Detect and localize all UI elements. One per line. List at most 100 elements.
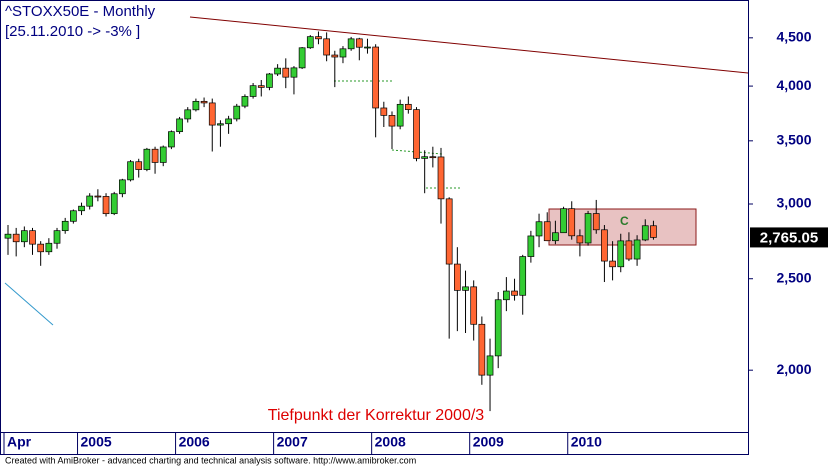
candle-body xyxy=(306,36,314,49)
candle-body xyxy=(298,47,306,69)
candle-body xyxy=(102,196,110,215)
y-tick-label: 3,500 xyxy=(776,132,811,148)
candle-body xyxy=(29,230,36,245)
y-tick-label: 4,500 xyxy=(776,29,811,45)
x-axis-band xyxy=(0,432,749,455)
candle-body xyxy=(560,208,567,234)
candle-body xyxy=(159,146,167,163)
candle-body xyxy=(12,233,20,243)
x-tick-label: Apr xyxy=(7,434,32,450)
candle-body xyxy=(274,67,281,75)
footer: Created with AmiBroker - advanced charti… xyxy=(5,455,416,465)
candle-body xyxy=(208,102,216,126)
annotation: Tiefpunkt der Korrektur 2000/3 xyxy=(268,407,485,424)
candle-body xyxy=(617,240,625,268)
candle-body xyxy=(143,148,151,170)
candle-body xyxy=(86,195,94,207)
candle-body xyxy=(552,232,559,242)
candle-body xyxy=(176,118,183,133)
x-tick-label: 2006 xyxy=(179,434,210,450)
candle-body xyxy=(633,239,641,260)
candle-body xyxy=(494,299,502,357)
candle-body xyxy=(78,205,85,212)
candle-body xyxy=(576,235,584,244)
candle-body xyxy=(53,230,61,244)
candle-body xyxy=(437,156,445,200)
candle-body xyxy=(135,161,143,170)
x-tick-label: 2010 xyxy=(571,434,602,450)
current-price-box xyxy=(750,227,828,248)
candle-body xyxy=(45,242,53,253)
candle-body xyxy=(503,290,510,301)
chart-subtitle: [25.11.2010 -> -3% ] xyxy=(5,23,140,40)
candle-body xyxy=(601,229,608,262)
candle-body xyxy=(380,107,388,116)
candle-body xyxy=(4,233,12,239)
y-tick-label: 3,000 xyxy=(776,195,811,211)
candle-body xyxy=(61,220,69,232)
candle-body xyxy=(543,221,551,242)
candle-body xyxy=(315,36,322,40)
candle-body xyxy=(37,243,45,253)
candle-body xyxy=(527,235,535,257)
candle-body xyxy=(388,115,396,127)
candle-body xyxy=(168,131,175,148)
candle-body xyxy=(200,100,208,104)
x-tick-label: 2007 xyxy=(277,434,308,450)
candle-body xyxy=(641,225,649,241)
candle-body xyxy=(266,73,273,88)
candle-body xyxy=(192,100,200,111)
box-label: C xyxy=(620,214,629,228)
candle-body xyxy=(282,67,290,78)
candle-body xyxy=(625,240,633,260)
candle-body xyxy=(323,38,330,56)
y-tick-label: 4,000 xyxy=(776,77,811,93)
candle-body xyxy=(110,193,118,215)
candle-body xyxy=(511,290,518,296)
candle-body xyxy=(584,213,592,244)
candle-body xyxy=(429,156,437,159)
candle-body xyxy=(347,38,355,50)
x-tick-label: 2009 xyxy=(473,434,504,450)
candle-body xyxy=(355,38,363,48)
y-tick-label: 2,500 xyxy=(776,269,811,285)
candle-body xyxy=(70,210,77,222)
candle-body xyxy=(257,85,265,88)
candle-body xyxy=(650,225,657,238)
candle-body xyxy=(233,105,241,120)
trend-line xyxy=(4,282,54,326)
candle-body xyxy=(396,103,404,127)
y-tick-label: 2,000 xyxy=(776,361,811,377)
candle-body xyxy=(609,260,616,268)
current-price-label: 2,765.05 xyxy=(760,229,818,246)
x-tick-label: 2008 xyxy=(375,434,406,450)
candle-body xyxy=(94,195,102,198)
candle-body xyxy=(290,67,298,78)
candle-body xyxy=(184,109,192,120)
candle-body xyxy=(445,198,453,265)
candle-body xyxy=(486,355,494,376)
candle-body xyxy=(404,103,412,110)
candle-body xyxy=(241,96,249,107)
candle-body xyxy=(413,109,420,159)
candle-body xyxy=(217,123,224,126)
candle-body xyxy=(372,46,379,109)
candle-body xyxy=(454,263,461,291)
candle-body xyxy=(331,54,339,58)
chart-title: ^STOXX50E - Monthly xyxy=(5,3,156,20)
candle-body xyxy=(151,148,159,163)
candle-body xyxy=(364,46,371,49)
candle-body xyxy=(470,286,478,325)
candle-body xyxy=(592,213,600,231)
candle-body xyxy=(535,221,543,237)
candles xyxy=(4,31,657,412)
candle-body xyxy=(478,323,486,376)
candle-body xyxy=(462,286,469,291)
candle-body xyxy=(339,48,347,58)
candle-body xyxy=(127,161,134,181)
x-tick-label: 2005 xyxy=(81,434,112,450)
trend-line xyxy=(189,16,749,74)
candle-body xyxy=(519,256,527,296)
candle-body xyxy=(225,118,232,125)
